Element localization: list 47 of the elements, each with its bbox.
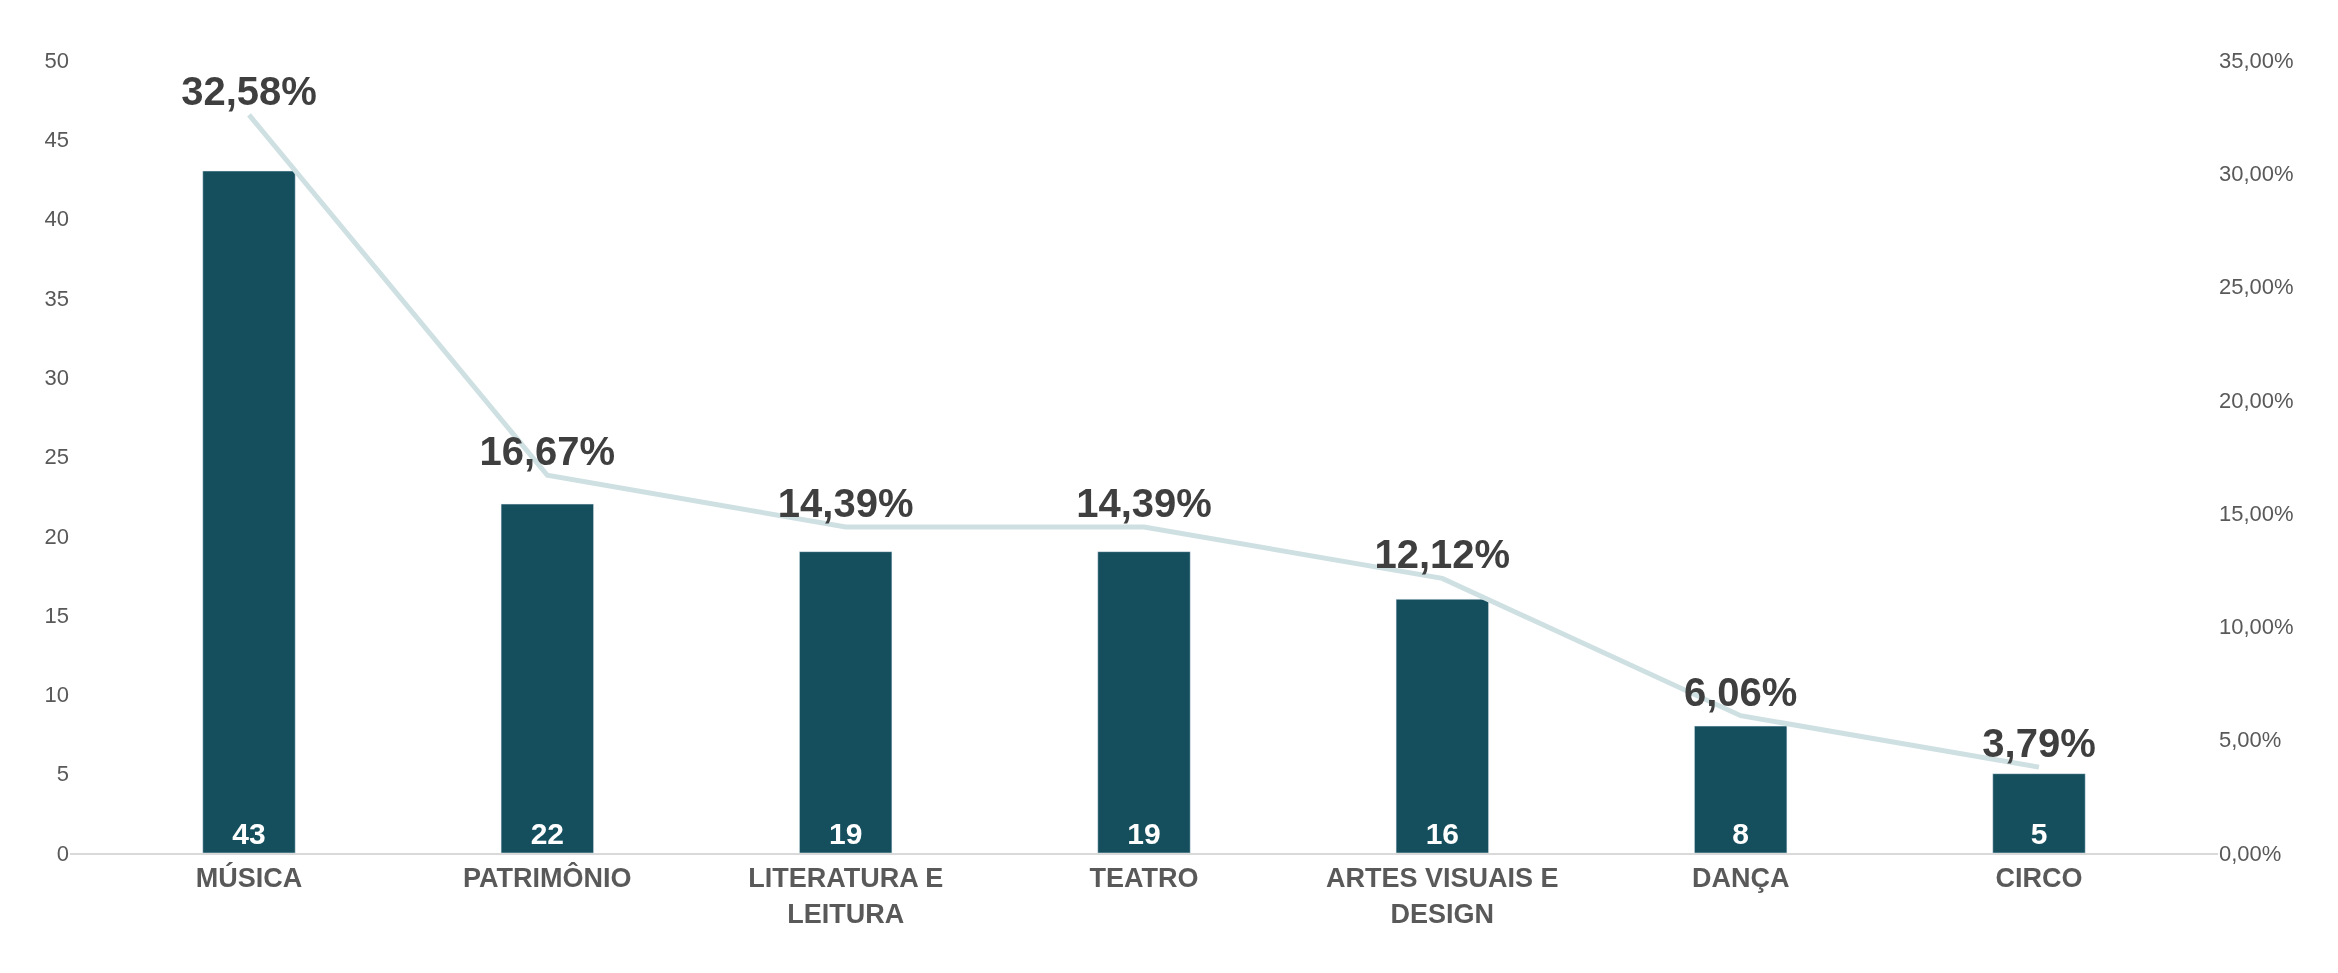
y2-tick-label: 35,00% [2219, 47, 2294, 73]
x-tick-label: ARTES VISUAIS E DESIGN [1326, 863, 1559, 929]
y-tick-label: 15 [44, 602, 69, 628]
data-label: 14,39% [1076, 480, 1212, 525]
y-tick-label: 45 [44, 127, 69, 152]
data-label: 19 [1127, 817, 1161, 850]
y-tick-label: 30 [44, 364, 69, 390]
data-label: 22 [530, 817, 565, 850]
data-label: 8 [1732, 817, 1750, 850]
y2-tick-label: 30,00% [2219, 160, 2294, 186]
data-label: 12,12% [1374, 532, 1511, 577]
y-tick-label: 25 [44, 444, 69, 470]
y-tick-label: 20 [44, 523, 69, 549]
bar [500, 503, 594, 853]
data-label: 6,06% [1683, 669, 1798, 714]
x-tick-label: PATRIMÔNIO [463, 862, 632, 894]
bar [1395, 598, 1489, 853]
bar [1992, 773, 2086, 853]
data-label: 32,58% [181, 68, 317, 113]
bar [1694, 725, 1788, 853]
y-tick-label: 50 [44, 47, 69, 73]
y-tick-label: 0 [56, 840, 69, 866]
y2-tick-label: 25,00% [2219, 274, 2294, 300]
x-tick-label: LITERATURA E LEITURA [748, 863, 944, 929]
bar [202, 170, 296, 853]
data-label: 14,39% [777, 480, 914, 525]
y2-tick-label: 0,00% [2219, 840, 2282, 866]
y-tick-label: 10 [44, 682, 69, 708]
y-tick-label: 40 [44, 206, 69, 232]
y2-tick-label: 10,00% [2219, 614, 2294, 640]
y-tick-label: 35 [44, 285, 69, 311]
x-tick-label: DANÇA [1691, 863, 1790, 894]
x-tick-label: TEATRO [1089, 863, 1199, 894]
data-label: 16,67% [479, 429, 616, 474]
data-label: 19 [828, 817, 863, 850]
y2-tick-label: 15,00% [2219, 500, 2294, 526]
bar [799, 551, 893, 853]
x-tick-label: MÚSICA [195, 862, 303, 894]
x-tick-label: CIRCO [1995, 863, 2083, 894]
y2-tick-label: 5,00% [2219, 727, 2282, 753]
data-label: 16 [1425, 817, 1460, 850]
data-label: 5 [2030, 817, 2048, 850]
data-label: 3,79% [1982, 721, 2096, 766]
y2-tick-label: 20,00% [2219, 387, 2294, 413]
bar [1097, 551, 1191, 853]
y-tick-label: 5 [56, 761, 69, 787]
data-label: 43 [232, 817, 266, 850]
